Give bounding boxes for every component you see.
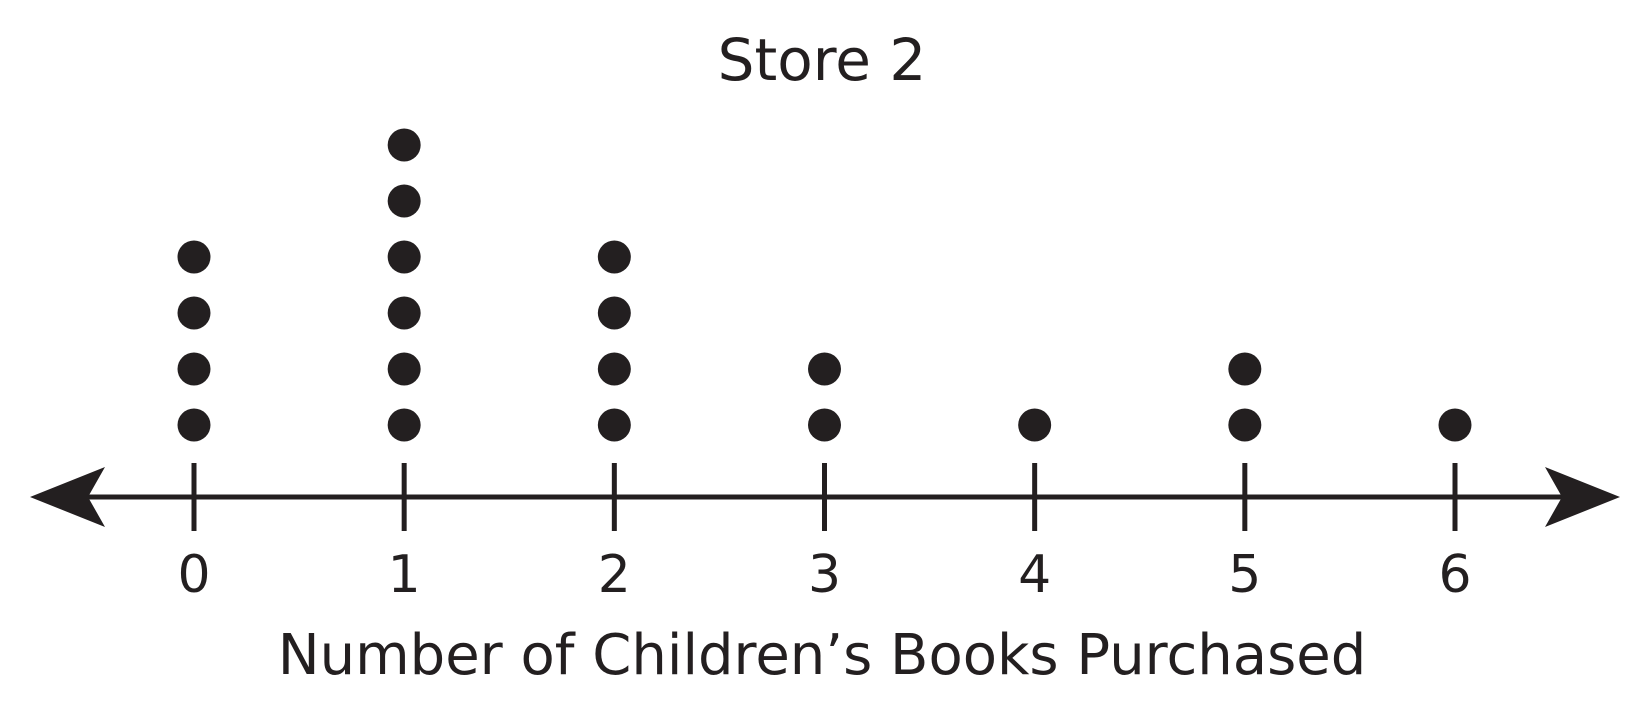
data-dot bbox=[597, 352, 631, 386]
tick-label: 6 bbox=[1438, 545, 1471, 605]
data-dot bbox=[1438, 408, 1472, 442]
data-dot bbox=[387, 408, 421, 442]
data-dot bbox=[808, 408, 841, 442]
data-dot bbox=[177, 352, 211, 386]
data-dot bbox=[177, 296, 211, 330]
tick-label: 0 bbox=[177, 545, 210, 605]
left-arrow-icon bbox=[30, 467, 105, 527]
chart-title: Store 2 bbox=[718, 26, 927, 94]
data-dot bbox=[597, 296, 631, 330]
tick-label: 4 bbox=[1018, 545, 1051, 605]
data-dot bbox=[597, 408, 631, 442]
data-dot bbox=[387, 128, 421, 162]
tick-label: 3 bbox=[808, 545, 841, 605]
data-dot bbox=[387, 184, 421, 218]
data-dot bbox=[1018, 408, 1052, 442]
tick-label: 1 bbox=[388, 545, 421, 605]
axis-tick-labels: 0 1 2 3 4 5 6 bbox=[177, 545, 1471, 605]
data-dot bbox=[597, 240, 631, 274]
data-dot bbox=[1228, 408, 1262, 442]
data-dot bbox=[387, 296, 421, 330]
axis-ticks bbox=[191, 463, 1458, 531]
data-dot bbox=[387, 240, 421, 274]
data-dot bbox=[177, 408, 211, 442]
tick-label: 2 bbox=[598, 545, 631, 605]
right-arrow-icon bbox=[1545, 467, 1620, 527]
data-dot bbox=[177, 240, 211, 274]
data-dot bbox=[387, 352, 421, 386]
data-dot bbox=[1228, 352, 1262, 386]
x-axis-label: Number of Children’s Books Purchased bbox=[278, 623, 1367, 688]
tick-label: 5 bbox=[1228, 545, 1261, 605]
data-dots bbox=[177, 128, 1472, 442]
data-dot bbox=[808, 352, 841, 386]
